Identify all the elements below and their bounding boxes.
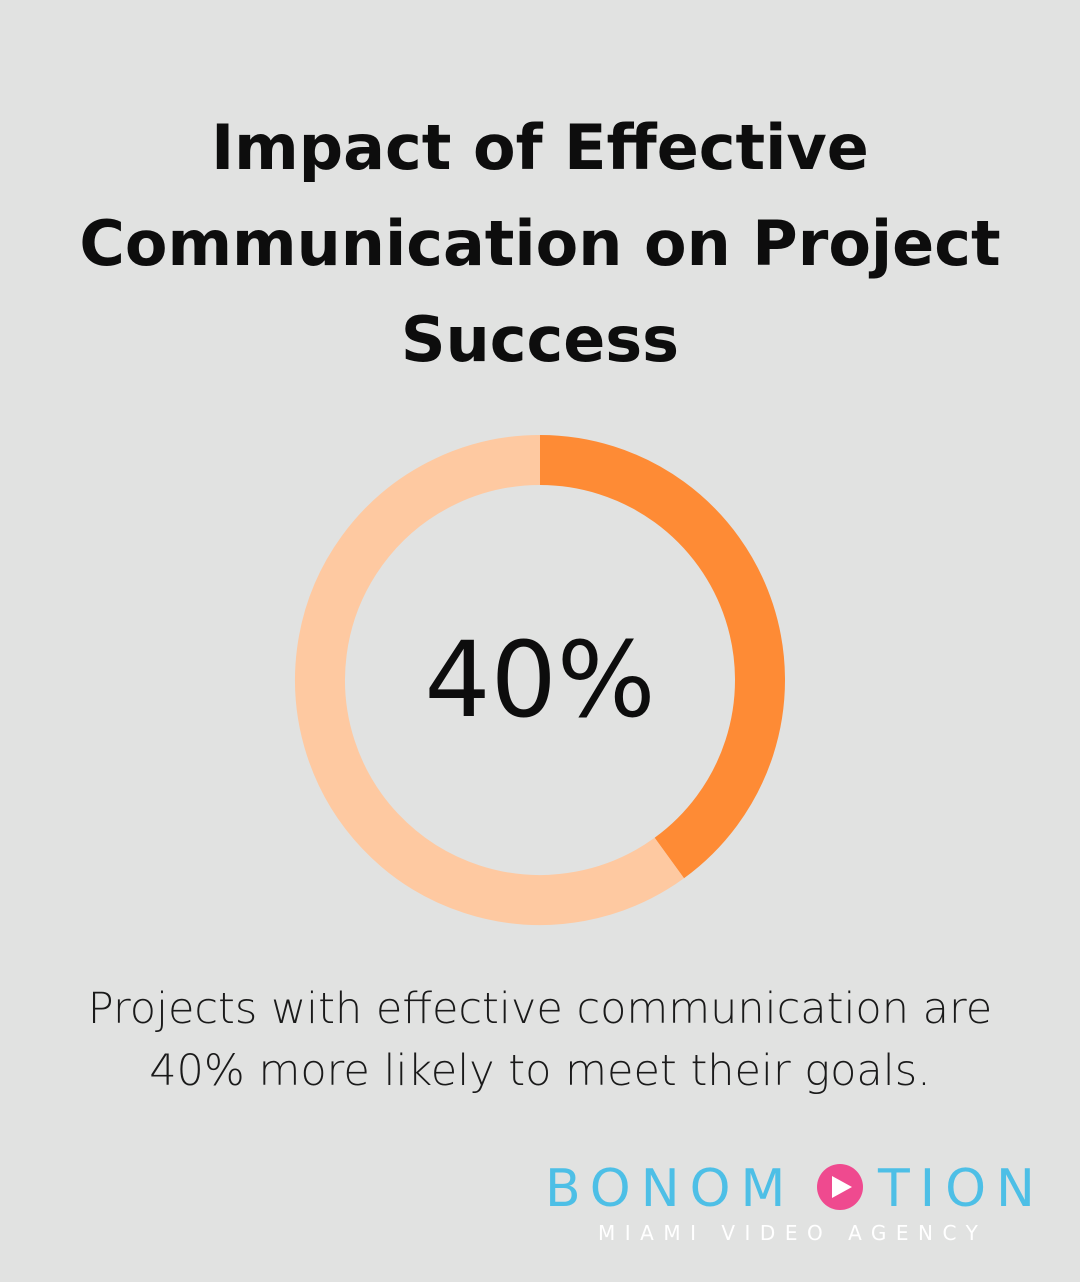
svg-text:BONOM: BONOM [545,1159,795,1219]
logo-tagline: MIAMI VIDEO AGENCY [598,1221,987,1245]
donut-chart: 40% [295,435,785,925]
logo-prefix: BONOM [545,1159,795,1219]
page-title: Impact of Effective Communication on Pro… [79,111,1001,376]
center-value-label: 40% [424,619,655,741]
play-icon [817,1164,863,1210]
brand-logo: BONOM TION MIAMI VIDEO AGENCY [545,1159,1040,1245]
donut-slice-remainder [295,435,684,925]
caption-text: Projects with effective communication ar… [87,984,993,1096]
donut-slice-highlight [539,435,785,879]
svg-text:TION: TION [877,1159,1040,1219]
logo-suffix: TION [877,1159,1040,1219]
